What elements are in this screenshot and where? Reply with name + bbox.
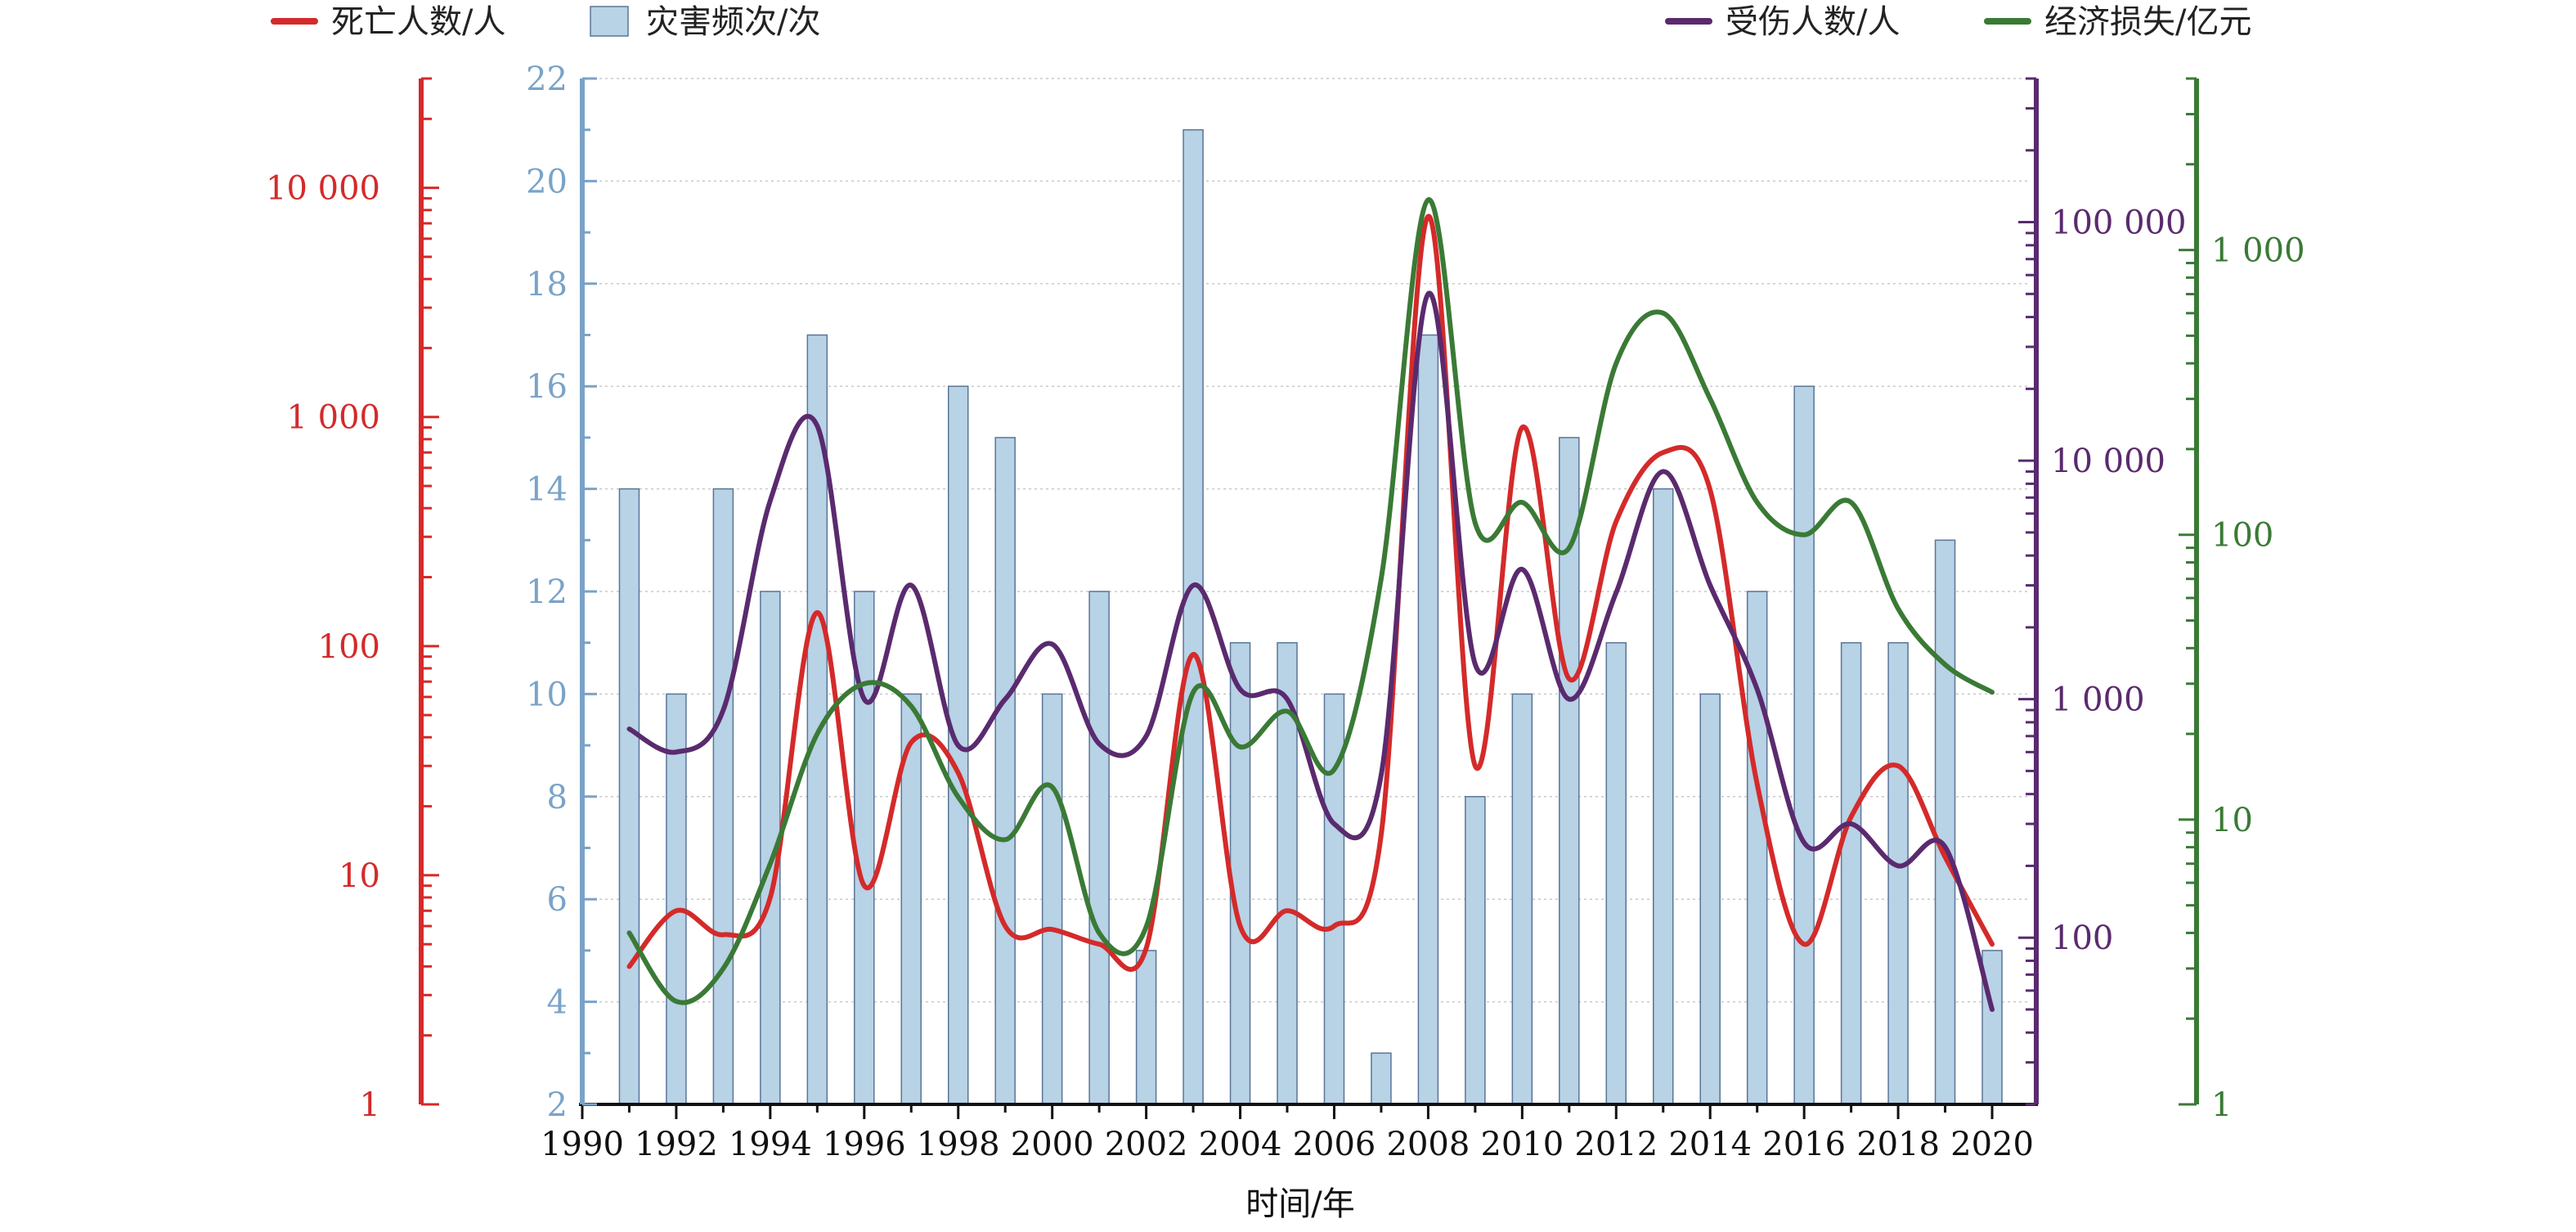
axes-layer: 1990 1992 1994 1996 1998 2000 2002 2004 2006 2008… — [266, 61, 2304, 1163]
freq-tick-label: 4 — [547, 984, 568, 1022]
bar — [1653, 488, 1674, 1105]
legend-label: 经济损失/亿元 — [2044, 3, 2251, 41]
freq-tick-label: 6 — [547, 881, 568, 919]
bar — [994, 437, 1016, 1105]
deaths-tick-label: 10 000 — [266, 170, 380, 208]
freq-tick-label: 14 — [526, 471, 568, 509]
freq-tick-label: 18 — [526, 266, 568, 304]
bar — [1041, 693, 1063, 1105]
legend-swatch — [590, 6, 629, 37]
bars-layer — [618, 128, 2003, 1105]
bar — [1840, 641, 1862, 1105]
deaths-tick-label: 10 — [339, 857, 380, 895]
x-tick-label: 2014 — [1668, 1126, 1752, 1163]
freq-tick-label: 2 — [547, 1086, 568, 1124]
series-line — [626, 197, 1995, 1005]
freq-tick-label: 10 — [526, 676, 568, 713]
x-tick-label: 1998 — [917, 1126, 1000, 1163]
bar — [1135, 950, 1157, 1105]
injured-tick-label: 1 000 — [2051, 681, 2145, 719]
legend-label: 灾害频次/次 — [646, 3, 820, 41]
freq-tick-label: 16 — [526, 368, 568, 406]
lines-layer — [626, 197, 1995, 1012]
series-line — [626, 214, 1995, 972]
freq-tick-label: 20 — [526, 163, 568, 200]
bar — [1229, 641, 1251, 1105]
bar — [1371, 1052, 1392, 1105]
deaths-tick-label: 1 000 — [286, 399, 380, 437]
bar — [1088, 591, 1110, 1105]
bar — [1746, 591, 1768, 1105]
x-tick-label: 2006 — [1293, 1126, 1376, 1163]
x-tick-label: 2008 — [1387, 1126, 1470, 1163]
legend-label: 受伤人数/人 — [1726, 3, 1900, 41]
x-tick-label: 2002 — [1105, 1126, 1188, 1163]
freq-tick-label: 22 — [526, 61, 568, 98]
injured-tick-label: 100 — [2051, 920, 2113, 957]
bar — [1887, 641, 1909, 1105]
freq-tick-label: 8 — [547, 779, 568, 816]
x-tick-label: 2010 — [1480, 1126, 1564, 1163]
deaths-tick-label: 100 — [318, 628, 380, 666]
legend: 死亡人数/人 灾害频次/次 受伤人数/人 经济损失/亿元 — [271, 3, 2251, 41]
x-tick-label: 2012 — [1574, 1126, 1658, 1163]
legend-label: 死亡人数/人 — [331, 3, 505, 41]
x-tick-label: 2020 — [1950, 1126, 2034, 1163]
x-tick-label: 2004 — [1199, 1126, 1282, 1163]
bar — [1417, 334, 1439, 1105]
bar — [666, 693, 687, 1105]
loss-tick-label: 1 000 — [2211, 232, 2305, 270]
loss-tick-label: 100 — [2211, 517, 2273, 555]
x-tick-label: 1996 — [823, 1126, 906, 1163]
x-tick-label: 1994 — [729, 1126, 812, 1163]
bar — [712, 488, 734, 1105]
x-tick-label: 2018 — [1856, 1126, 1940, 1163]
x-tick-label: 1990 — [541, 1126, 624, 1163]
freq-tick-label: 12 — [526, 573, 568, 611]
injured-tick-label: 10 000 — [2051, 443, 2165, 480]
bar — [1511, 693, 1533, 1105]
injured-tick-label: 100 000 — [2051, 205, 2186, 242]
bar — [1699, 693, 1721, 1105]
bar — [1605, 641, 1627, 1105]
loss-tick-label: 10 — [2211, 802, 2253, 839]
deaths-tick-label: 1 — [360, 1086, 380, 1124]
bar — [1183, 128, 1204, 1105]
x-tick-label: 1992 — [635, 1126, 718, 1163]
series-line — [626, 290, 1995, 1012]
bar — [1793, 385, 1815, 1105]
bar — [618, 488, 640, 1105]
loss-tick-label: 1 — [2211, 1086, 2232, 1124]
x-axis-title: 时间/年 — [1245, 1185, 1354, 1223]
bar — [1934, 539, 1956, 1105]
bar — [1465, 796, 1486, 1105]
x-tick-label: 2016 — [1762, 1126, 1846, 1163]
x-tick-label: 2000 — [1011, 1126, 1094, 1163]
